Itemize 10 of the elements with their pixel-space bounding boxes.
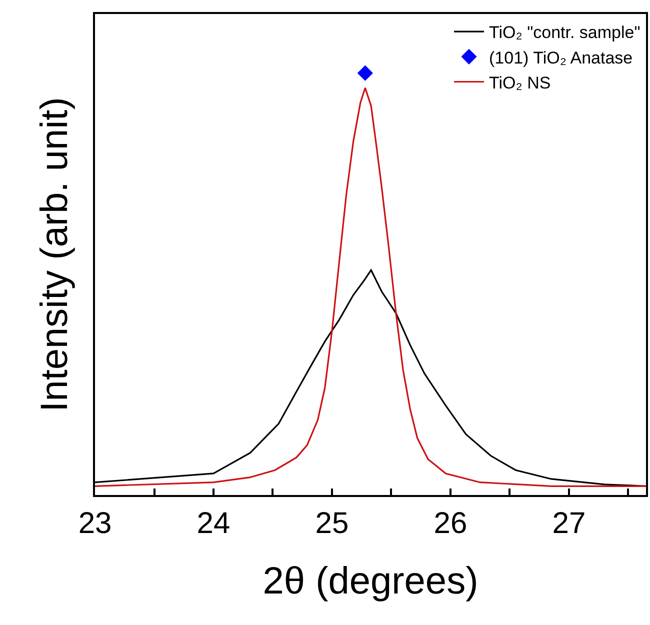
- x-tick-label: 26: [434, 506, 468, 540]
- legend-label: TiO₂ "contr. sample": [489, 23, 640, 42]
- legend-label: TiO₂ NS: [489, 73, 551, 92]
- y-axis-title: Intensity (arb. unit): [34, 97, 76, 412]
- x-axis-title: 2θ (degrees): [262, 560, 478, 602]
- x-tick-label: 25: [315, 506, 349, 540]
- x-tick-label: 24: [196, 506, 230, 540]
- x-tick-label: 23: [78, 506, 112, 540]
- legend-label: (101) TiO₂ Anatase: [489, 48, 633, 68]
- x-tick-label: 27: [552, 506, 586, 540]
